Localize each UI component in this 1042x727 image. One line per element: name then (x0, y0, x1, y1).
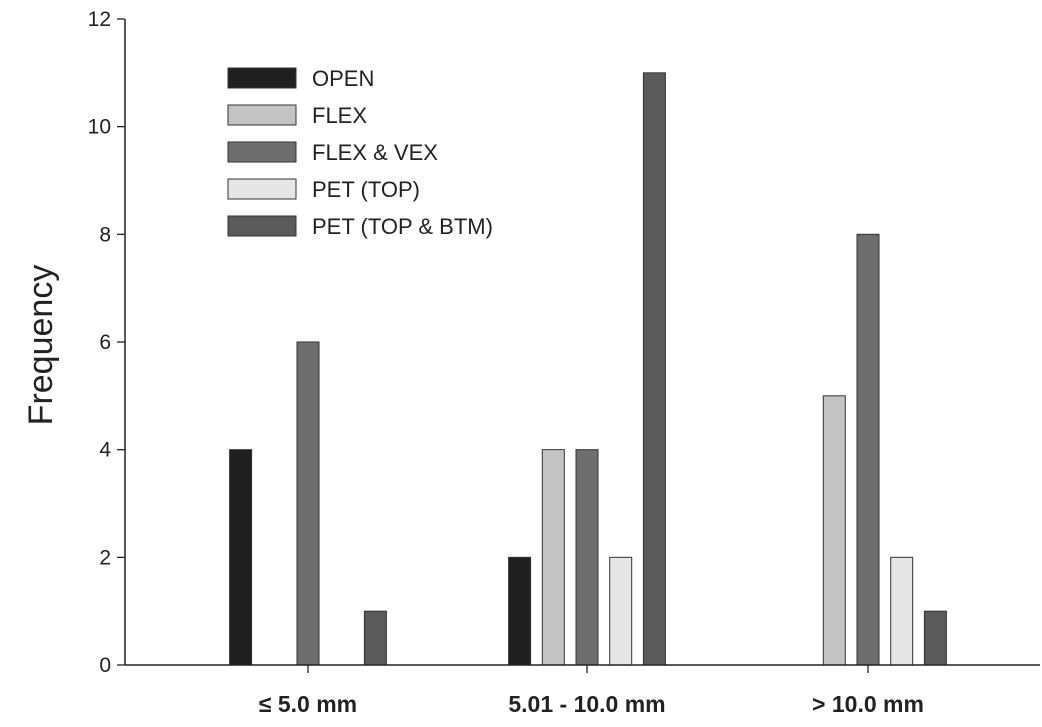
y-tick-label: 6 (99, 331, 111, 354)
bar (822, 395, 846, 666)
x-tick-label: > 10.0 mm (812, 691, 924, 717)
legend-label: PET (TOP) (312, 177, 420, 202)
bar (923, 610, 947, 666)
legend-label: OPEN (312, 66, 374, 91)
y-axis-ticks: 0 2 4 6 8 10 12 (88, 8, 125, 677)
bars (229, 72, 947, 666)
legend-swatch (227, 178, 297, 200)
y-tick-label: 4 (99, 439, 111, 462)
bar (296, 341, 320, 666)
y-tick-label: 12 (88, 8, 111, 31)
bar (508, 556, 532, 666)
x-tick-label: 5.01 - 10.0 mm (508, 691, 665, 717)
y-tick-label: 2 (99, 546, 111, 569)
legend-swatch (227, 104, 297, 126)
legend-swatch (227, 141, 297, 163)
y-tick-label: 0 (99, 654, 111, 677)
bar (363, 610, 387, 666)
bar (609, 556, 633, 666)
x-axis-ticks: ≤ 5.0 mm 5.01 - 10.0 mm > 10.0 mm (259, 665, 924, 717)
bar (890, 556, 914, 666)
bar (856, 233, 880, 666)
x-tick-label: ≤ 5.0 mm (259, 691, 357, 717)
bar (575, 449, 599, 666)
legend: OPEN FLEX FLEX & VEX PET (TOP) PET (TOP & BT… (227, 66, 493, 239)
bar (229, 449, 253, 666)
y-tick-label: 8 (99, 223, 111, 246)
bar (541, 449, 565, 666)
y-tick-label: 10 (88, 116, 111, 139)
y-axis-label: Frequency (22, 265, 60, 426)
bar (642, 72, 666, 666)
legend-swatch (227, 215, 297, 237)
legend-label: PET (TOP & BTM) (312, 214, 493, 239)
legend-label: FLEX (312, 103, 367, 128)
legend-label: FLEX & VEX (312, 140, 438, 165)
legend-swatch (227, 67, 297, 89)
